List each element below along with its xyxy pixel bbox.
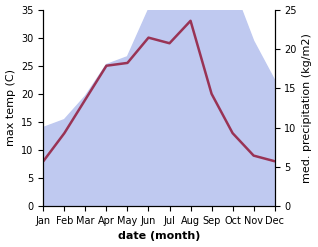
X-axis label: date (month): date (month)	[118, 231, 200, 242]
Y-axis label: max temp (C): max temp (C)	[5, 69, 16, 146]
Y-axis label: med. precipitation (kg/m2): med. precipitation (kg/m2)	[302, 33, 313, 183]
